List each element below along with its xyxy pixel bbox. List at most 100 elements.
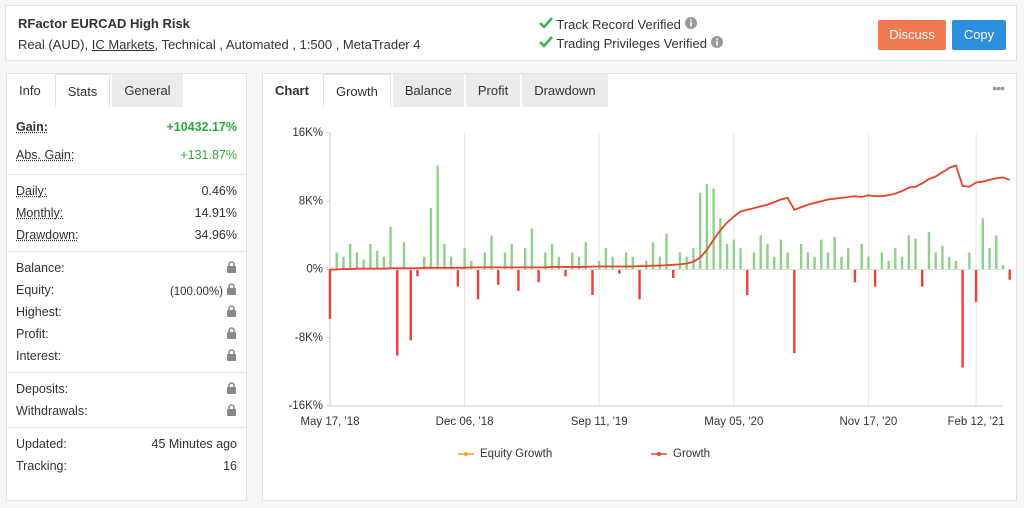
- bar: [752, 252, 756, 270]
- stats-label: Withdrawals:: [16, 404, 88, 418]
- title: RFactor EURCAD High Risk: [18, 16, 190, 31]
- bar: [503, 252, 507, 270]
- x-tick-label: Feb 12, '21: [947, 416, 1004, 428]
- tab[interactable]: General: [112, 74, 183, 107]
- bar: [429, 208, 433, 270]
- stats-row: Updated: 45 Minutes ago: [7, 433, 246, 455]
- bar: [604, 248, 608, 270]
- bar: [712, 188, 715, 270]
- legend-dot: [464, 452, 468, 456]
- bar: [423, 256, 426, 270]
- copy-button[interactable]: Copy: [952, 20, 1006, 50]
- discuss-button[interactable]: Discuss: [878, 20, 946, 50]
- menu-dots[interactable]: •••: [992, 80, 1005, 96]
- stats-value-text: 14.91%: [194, 206, 237, 220]
- bar: [557, 256, 561, 270]
- x-tick-label: Nov 17, '20: [839, 416, 897, 428]
- details: , Technical , Automated , 1:500 , MetaTr…: [154, 37, 421, 52]
- stats-row: Interest:: [7, 345, 246, 367]
- bar: [483, 252, 486, 270]
- stats-value-text: +10432.17%: [166, 120, 237, 134]
- y-tick-label: 0%: [306, 264, 323, 276]
- check-icon: [539, 36, 553, 48]
- y-tick-label: -8K%: [295, 332, 323, 344]
- bar: [678, 252, 682, 270]
- stats-label: Tracking:: [16, 459, 67, 473]
- stats-value: (100.00%): [170, 282, 237, 298]
- x-tick-label: Dec 06, '18: [436, 416, 494, 428]
- stats-row: Withdrawals:: [7, 400, 246, 422]
- bar: [914, 238, 917, 270]
- tab[interactable]: Growth: [322, 74, 391, 107]
- bar: [396, 269, 399, 356]
- info-icon[interactable]: [710, 36, 723, 48]
- stats-value-text: 45 Minutes ago: [151, 437, 237, 451]
- stats-row: Balance:: [7, 257, 246, 279]
- bar: [598, 260, 601, 270]
- bar: [961, 269, 964, 368]
- bar: [873, 269, 877, 287]
- bar: [725, 243, 729, 270]
- tab[interactable]: Profit: [465, 74, 521, 107]
- stats-row: Equity: (100.00%): [7, 279, 246, 301]
- stats-value-text: 34.96%: [194, 228, 237, 242]
- bar: [954, 260, 958, 270]
- bar: [968, 252, 971, 270]
- stats-label: Balance:: [16, 261, 65, 275]
- bar: [530, 228, 534, 270]
- bar: [611, 256, 614, 270]
- bar: [880, 252, 884, 270]
- bar: [618, 269, 621, 274]
- bar: [887, 260, 890, 270]
- tab[interactable]: Info: [7, 74, 53, 107]
- bar: [739, 248, 742, 270]
- broker-link[interactable]: IC Markets: [91, 37, 155, 52]
- stats-label: Monthly:: [16, 206, 64, 220]
- bar: [571, 252, 574, 270]
- bar: [591, 269, 594, 296]
- bar: [550, 243, 554, 270]
- stats-label: Profit:: [16, 327, 49, 341]
- verified-text: Trading Privileges Verified: [556, 36, 707, 51]
- tab[interactable]: Stats: [54, 74, 111, 107]
- bar: [698, 192, 702, 270]
- stats-row: Daily: 0.46%: [7, 180, 246, 202]
- stats-group: Daily: 0.46% Monthly: 14.91% Drawdown: 34.96%: [7, 175, 246, 252]
- bar: [974, 269, 978, 302]
- stats-label: Updated:: [16, 437, 67, 451]
- bar: [375, 250, 379, 270]
- stats-value: 34.96%: [195, 228, 237, 242]
- stats-value-text: 0.46%: [201, 184, 237, 198]
- bar: [584, 242, 587, 270]
- bar: [497, 269, 500, 285]
- bar: [1008, 269, 1011, 280]
- bar: [672, 269, 675, 279]
- bar: [651, 242, 655, 270]
- bar: [449, 256, 453, 270]
- y-tick-label: -16K%: [288, 400, 323, 412]
- legend-dot: [657, 452, 661, 456]
- tab[interactable]: Chart: [263, 74, 321, 107]
- bar: [544, 252, 547, 270]
- stats-tabs: Info Stats General: [7, 74, 185, 107]
- lock-icon: [227, 326, 236, 339]
- x-tick-label: Sep 11, '19: [571, 416, 628, 428]
- tab[interactable]: Balance: [392, 74, 464, 107]
- stats-panel: Info Stats General Gain: +10432.17% Abs. Gai…: [6, 73, 247, 501]
- stats-list: Gain: +10432.17% Abs. Gain: +131.87% Daily: 0…: [7, 108, 246, 482]
- bar: [853, 269, 857, 283]
- bar: [631, 256, 635, 270]
- stats-value: +10432.17%: [166, 120, 237, 134]
- stats-value: [223, 326, 237, 342]
- stats-value: [223, 304, 237, 320]
- tab[interactable]: Drawdown: [522, 74, 608, 107]
- chart-panel: Chart Growth Balance Profit Drawdown •••: [262, 73, 1017, 501]
- bar: [476, 269, 480, 300]
- series-line: [330, 164, 1011, 271]
- stats-label: Gain:: [16, 120, 48, 134]
- info-icon[interactable]: [684, 17, 697, 29]
- stats-value: 14.91%: [195, 206, 237, 220]
- stats-row: Tracking: 16: [7, 455, 246, 477]
- stats-value: 16: [223, 459, 237, 473]
- stats-label: Equity:: [16, 283, 55, 297]
